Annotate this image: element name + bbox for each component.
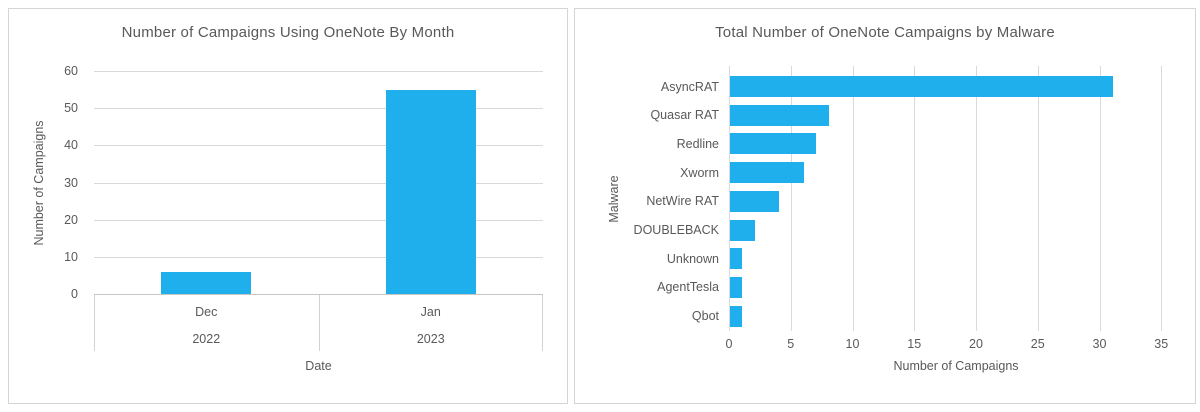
category-label-redline: Redline: [676, 136, 719, 151]
gridline: [94, 108, 543, 110]
monthly-chart-title: Number of Campaigns Using OneNote By Mon…: [121, 24, 455, 41]
gridline: [790, 66, 792, 331]
gridline: [94, 71, 543, 72]
gridline: [914, 66, 916, 331]
gridline: [94, 256, 543, 258]
bar-xworm: [730, 162, 805, 184]
month-label: Dec: [195, 305, 218, 319]
x-tick-label: 15: [907, 337, 922, 351]
category-label-doubleback: DOUBLEBACK: [633, 223, 719, 237]
bar-qbot: [730, 305, 743, 327]
x-tick-label: 35: [1154, 337, 1169, 351]
year-label: 2022: [192, 332, 221, 346]
category-label-xworm: Xworm: [680, 165, 719, 180]
gridline: [94, 145, 543, 147]
monthly-y-axis-title-wrap: Number of Campaigns: [26, 71, 52, 294]
malware-y-axis-title-wrap: Malware: [601, 66, 627, 331]
x-tick-label: 0: [725, 337, 733, 351]
malware-plot-area: [729, 66, 1183, 331]
gridline: [976, 66, 977, 331]
monthly-campaigns-chart-panel: Number of Campaigns Using OneNote By Mon…: [8, 8, 568, 404]
bar-agenttesla: [730, 276, 743, 298]
x-tick-label: 25: [1030, 337, 1045, 351]
gridline: [94, 182, 543, 184]
year-label: 2023: [416, 332, 445, 346]
x-tick-label: 20: [969, 337, 983, 351]
bar-doubleback: [730, 219, 755, 241]
monthly-x-axis-category-table: Dec 2022 Jan 2023: [94, 294, 543, 351]
monthly-x-axis-title: Date: [305, 359, 332, 373]
malware-campaigns-chart-panel: Total Number of OneNote Campaigns by Mal…: [574, 8, 1196, 404]
category-label-quasar-rat: Quasar RAT: [650, 108, 719, 123]
category-label-unknown: Unknown: [666, 251, 719, 266]
monthly-y-axis-title: Number of Campaigns: [32, 119, 46, 246]
bar-redline: [730, 133, 817, 155]
category-divider: [94, 295, 95, 351]
bar-unknown: [730, 248, 743, 270]
bar-netwire-rat: [730, 190, 780, 212]
category-divider: [318, 295, 320, 351]
x-tick-label: 5: [787, 337, 795, 351]
bar-dec: [161, 271, 252, 294]
category-label-netwire-rat: NetWire RAT: [646, 194, 719, 209]
gridline: [94, 219, 543, 221]
gridline: [1037, 66, 1039, 331]
monthly-plot-area: [94, 71, 543, 294]
gridline: [852, 66, 854, 331]
category-label-asyncrat: AsyncRAT: [660, 79, 719, 94]
gridline: [1161, 66, 1163, 331]
bar-asyncrat: [730, 76, 1113, 97]
bar-jan: [385, 89, 476, 294]
malware-chart-title: Total Number of OneNote Campaigns by Mal…: [715, 24, 1055, 41]
month-label: Jan: [420, 305, 441, 319]
x-tick-label: 10: [845, 337, 860, 351]
malware-x-axis-title: Number of Campaigns: [893, 359, 1019, 373]
category-divider: [542, 295, 543, 351]
category-label-qbot: Qbot: [691, 309, 719, 324]
gridline: [1099, 66, 1101, 331]
malware-y-axis-title: Malware: [607, 174, 621, 223]
gridline: [729, 66, 730, 331]
x-tick-label: 30: [1092, 337, 1107, 351]
bar-quasar-rat: [730, 104, 829, 126]
category-label-agenttesla: AgentTesla: [657, 280, 719, 295]
